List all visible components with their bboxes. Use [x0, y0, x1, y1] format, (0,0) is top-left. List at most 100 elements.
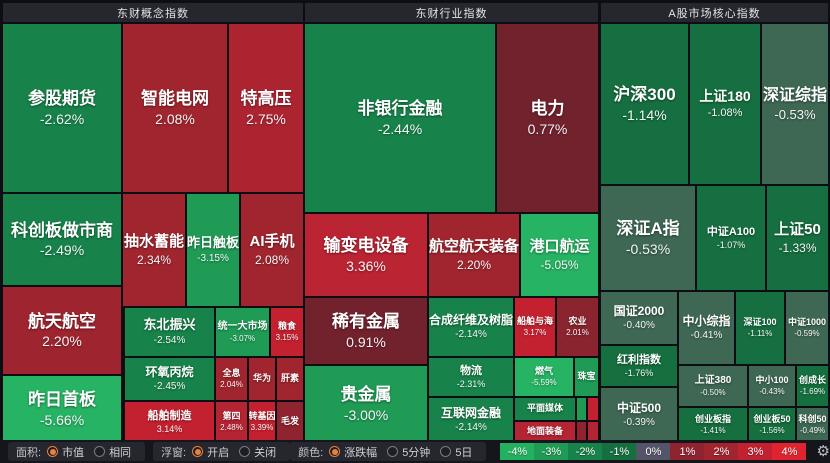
settings-gear-icon[interactable]: ⚙ [816, 443, 830, 460]
treemap-tile[interactable]: 中小100 -0.43% [749, 366, 795, 406]
treemap-tile[interactable]: 全息 2.04% [216, 358, 247, 400]
treemap-tile[interactable]: 上证50 -1.33% [767, 186, 828, 290]
radio-option-label: 5日 [455, 446, 473, 459]
treemap-tile[interactable]: 粮食 3.15% [271, 308, 303, 356]
treemap-tile[interactable]: 转基因 3.39% [249, 402, 275, 442]
tile-value: 2.20% [456, 257, 492, 272]
tile-value: 3.36% [346, 257, 386, 274]
treemap-tile[interactable]: 参股期货 -2.62% [3, 24, 121, 192]
treemap-tile[interactable]: 输变电设备 3.36% [305, 214, 427, 296]
treemap-tile[interactable]: 红利指数 -1.76% [601, 346, 677, 386]
treemap-tile[interactable]: 互联网金融 -2.14% [429, 398, 513, 442]
treemap-tile[interactable]: 农业 2.01% [557, 298, 598, 356]
treemap-tile[interactable] [588, 422, 598, 442]
treemap-tile[interactable]: 智能电网 2.08% [123, 24, 227, 192]
tile-value: -1.07% [716, 240, 746, 251]
treemap-tile[interactable]: 环氧丙烷 -2.45% [125, 358, 214, 400]
treemap-tile[interactable]: 中小综指 -0.41% [679, 292, 734, 364]
tile-value: -3.00% [343, 406, 389, 423]
treemap-tile[interactable]: 深证100 -1.11% [736, 292, 784, 364]
treemap-tile[interactable]: 中证500 -0.39% [601, 388, 677, 442]
treemap-tile[interactable]: 统一大市场 -3.07% [216, 308, 269, 356]
tile-value: -1.41% [700, 426, 726, 436]
tile-value: -1.76% [624, 368, 654, 379]
treemap-tile[interactable]: 地面装备 [515, 422, 575, 442]
tile-label: 地面装备 [526, 426, 563, 437]
treemap-tile[interactable] [588, 398, 598, 420]
treemap-tile[interactable] [577, 422, 586, 442]
treemap-tile[interactable]: 稀有金属 0.91% [305, 298, 427, 364]
tile-value: -2.31% [456, 379, 486, 390]
treemap-tile[interactable]: 平面媒体 [515, 398, 575, 420]
radio-option[interactable]: 相同 [94, 444, 131, 460]
treemap-tile[interactable]: 昨日首板 -5.66% [3, 376, 121, 442]
treemap-tile[interactable]: 港口航运 -5.05% [521, 214, 598, 296]
tile-value: -2.62% [39, 110, 85, 127]
treemap-tile[interactable]: 物流 -2.31% [429, 358, 513, 396]
radio-option[interactable]: 5日 [440, 444, 472, 460]
treemap-tile[interactable]: 第四 2.48% [216, 402, 247, 442]
treemap-tile[interactable]: 沪深300 -1.14% [601, 24, 688, 184]
treemap-tile[interactable]: 电力 0.77% [497, 24, 598, 212]
treemap-tile[interactable]: 国证2000 -0.40% [601, 292, 677, 344]
radio-option-label: 相同 [109, 446, 132, 459]
treemap-tile[interactable]: 科创板做市商 -2.49% [3, 194, 121, 285]
tile-value: -2.14% [455, 422, 487, 434]
treemap-tile[interactable]: 船舶与海 3.17% [515, 298, 555, 356]
treemap-tile[interactable]: 昨日触板 -3.15% [187, 194, 239, 306]
treemap-tile[interactable]: AI手机 2.08% [241, 194, 303, 306]
treemap-tile[interactable]: 深证A指 -0.53% [601, 186, 695, 290]
radio-option-label: 5分钟 [402, 446, 431, 459]
treemap-tile[interactable]: 上证380 -0.50% [679, 366, 747, 406]
treemap-tile[interactable]: 非银行金融 -2.44% [305, 24, 495, 212]
treemap-tile[interactable]: 燃气 -5.59% [515, 358, 573, 396]
tile-value: 2.08% [155, 110, 195, 127]
treemap-tile[interactable]: 毛发 [277, 402, 303, 442]
treemap-tile[interactable]: 创成长 -1.69% [797, 366, 828, 406]
treemap-tile[interactable]: 肝素 [277, 358, 303, 400]
legend-cell: 0% [636, 443, 671, 460]
tile-value: -2.45% [153, 381, 186, 393]
treemap-tile[interactable]: 华为 [249, 358, 275, 400]
tile-value: -0.49% [799, 426, 826, 436]
tile-label: 沪深300 [613, 85, 676, 105]
treemap-tile[interactable]: 航天航空 2.20% [3, 287, 121, 374]
treemap-tile[interactable]: 特高压 2.75% [229, 24, 303, 192]
tile-label: 非银行金融 [357, 99, 443, 119]
tile-label: 昨日首板 [28, 390, 96, 410]
radio-option-label: 开启 [207, 446, 230, 459]
radio-option[interactable]: 关闭 [239, 444, 276, 460]
treemap-tile[interactable]: 中证1000 -0.59% [786, 292, 828, 364]
treemap-tile[interactable]: 科创50 -0.49% [797, 408, 828, 442]
treemap-tile[interactable]: 航空航天装备 2.20% [429, 214, 519, 296]
treemap-tile[interactable]: 中证A100 -1.07% [697, 186, 765, 290]
radio-option[interactable]: 5分钟 [387, 444, 430, 460]
radio-selected-icon [47, 446, 59, 457]
radio-option[interactable]: 市值 [47, 444, 84, 460]
radio-option[interactable]: 开启 [192, 444, 229, 460]
tile-label: 中小综指 [682, 313, 731, 328]
area-radio-group: 面积: 市值 相同 [8, 442, 146, 461]
treemap-tile[interactable]: 上证180 -1.08% [690, 24, 760, 184]
tile-value: 0.77% [527, 120, 568, 137]
tile-label: 毛发 [280, 416, 299, 427]
tile-value: 3.17% [523, 328, 547, 338]
tile-label: 创业板指 [694, 413, 731, 424]
radio-option[interactable]: 涨跌幅 [329, 444, 377, 460]
tile-value: -1.56% [759, 426, 785, 436]
treemap-tile[interactable]: 东北振兴 -2.54% [125, 308, 214, 356]
treemap-tile[interactable]: 创业板指 -1.41% [679, 408, 747, 442]
treemap-tile[interactable]: 抽水蓄能 2.34% [123, 194, 185, 306]
treemap-tile[interactable]: 贵金属 -3.00% [305, 366, 427, 442]
panel-concept-index: 东财概念指数 参股期货 -2.62% 智能电网 2.08% 特高压 2.75% 科创板做市商… [3, 3, 303, 442]
tile-value: -3.15% [197, 252, 229, 264]
treemap-tile[interactable] [577, 398, 586, 420]
treemap-tile[interactable]: 珠宝 [575, 358, 598, 396]
treemap-tile[interactable]: 创业板50 -1.56% [749, 408, 795, 442]
treemap-tile[interactable]: 深证综指 -0.53% [762, 24, 828, 184]
treemap-tile[interactable]: 船舶制造 3.14% [125, 402, 214, 442]
treemap-tile[interactable]: 合成纤维及树脂 -2.14% [429, 298, 513, 356]
tile-label: 第四 [222, 410, 241, 421]
tile-label: 全息 [222, 367, 241, 378]
legend-cell: 1% [670, 443, 705, 460]
